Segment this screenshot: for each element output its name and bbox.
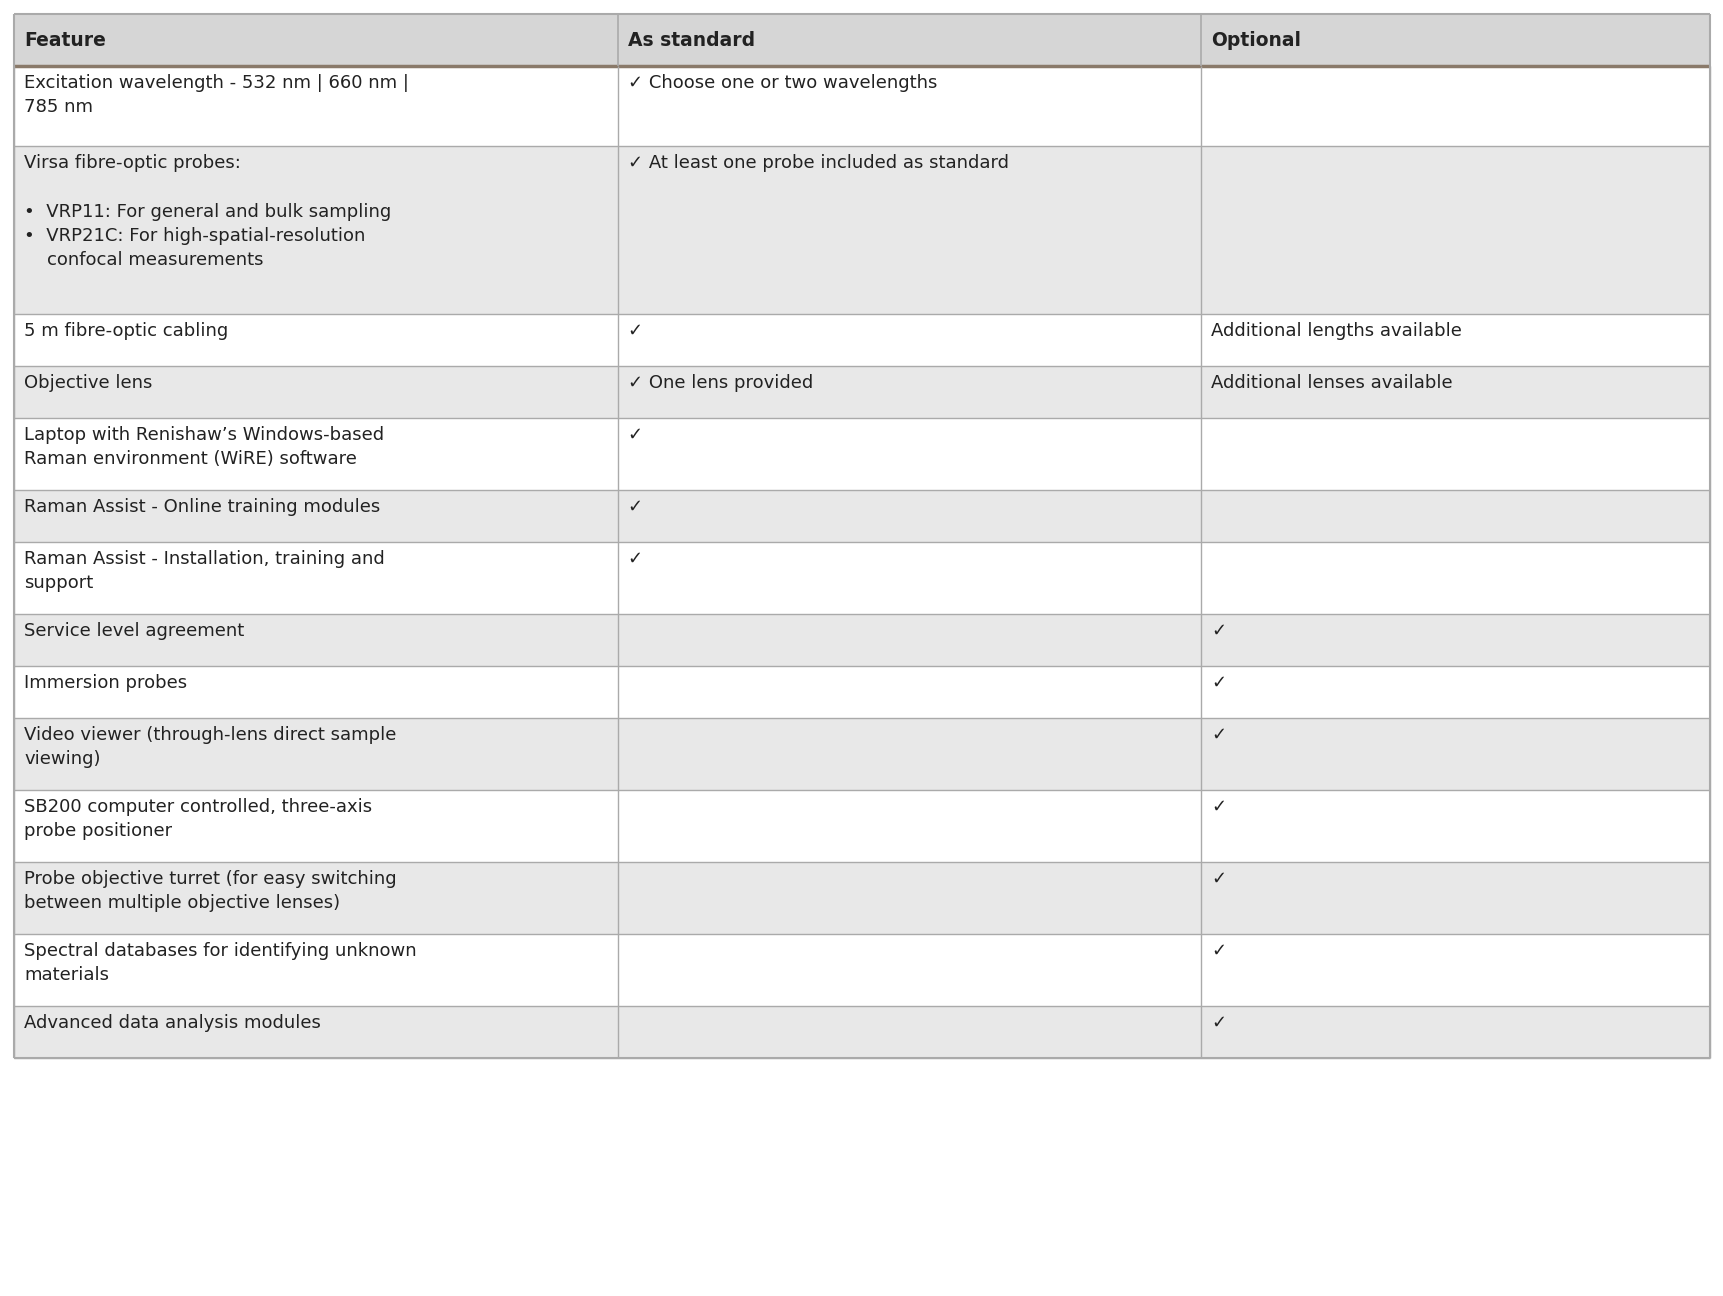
Text: ✓: ✓ [627, 550, 643, 568]
Bar [14, 314, 1709, 365]
Text: 5 m fibre-optic cabling: 5 m fibre-optic cabling [24, 321, 227, 340]
Text: Spectral databases for identifying unknown
materials: Spectral databases for identifying unkno… [24, 942, 417, 984]
Text: Advanced data analysis modules: Advanced data analysis modules [24, 1013, 320, 1032]
Text: ✓: ✓ [1211, 674, 1225, 692]
Text: ✓: ✓ [627, 498, 643, 516]
Text: Additional lenses available: Additional lenses available [1211, 375, 1452, 391]
Text: Excitation wavelength - 532 nm | 660 nm |
785 nm: Excitation wavelength - 532 nm | 660 nm … [24, 74, 408, 117]
Bar [14, 14, 1709, 66]
Text: Virsa fibre-optic probes:

•  VRP11: For general and bulk sampling
•  VRP21C: Fo: Virsa fibre-optic probes: • VRP11: For g… [24, 154, 391, 270]
Text: Additional lengths available: Additional lengths available [1211, 321, 1461, 340]
Bar [14, 365, 1709, 419]
Text: ✓ One lens provided: ✓ One lens provided [627, 375, 813, 391]
Bar [14, 666, 1709, 718]
Text: ✓ At least one probe included as standard: ✓ At least one probe included as standar… [627, 154, 1008, 172]
Text: Service level agreement: Service level agreement [24, 622, 245, 640]
Bar [14, 490, 1709, 542]
Text: Objective lens: Objective lens [24, 375, 152, 391]
Bar [14, 66, 1709, 146]
Text: ✓: ✓ [627, 321, 643, 340]
Text: ✓: ✓ [627, 426, 643, 445]
Bar [14, 1006, 1709, 1058]
Bar [14, 419, 1709, 490]
Bar [14, 791, 1709, 862]
Text: ✓: ✓ [1211, 870, 1225, 888]
Bar [14, 862, 1709, 934]
Text: SB200 computer controlled, three-axis
probe positioner: SB200 computer controlled, three-axis pr… [24, 798, 372, 840]
Text: ✓: ✓ [1211, 942, 1225, 960]
Text: Feature: Feature [24, 31, 105, 49]
Text: Immersion probes: Immersion probes [24, 674, 188, 692]
Text: Probe objective turret (for easy switching
between multiple objective lenses): Probe objective turret (for easy switchi… [24, 870, 396, 912]
Bar [14, 542, 1709, 614]
Text: ✓: ✓ [1211, 798, 1225, 816]
Text: Raman Assist - Online training modules: Raman Assist - Online training modules [24, 498, 381, 516]
Text: ✓: ✓ [1211, 726, 1225, 744]
Text: ✓: ✓ [1211, 1013, 1225, 1032]
Text: ✓: ✓ [1211, 622, 1225, 640]
Text: Raman Assist - Installation, training and
support: Raman Assist - Installation, training an… [24, 550, 384, 592]
Bar [14, 934, 1709, 1006]
Text: Laptop with Renishaw’s Windows-based
Raman environment (WiRE) software: Laptop with Renishaw’s Windows-based Ram… [24, 426, 384, 468]
Text: Optional: Optional [1211, 31, 1301, 49]
Text: ✓ Choose one or two wavelengths: ✓ Choose one or two wavelengths [627, 74, 937, 92]
Bar [14, 718, 1709, 791]
Text: As standard: As standard [627, 31, 755, 49]
Bar [14, 146, 1709, 314]
Bar [14, 614, 1709, 666]
Text: Video viewer (through-lens direct sample
viewing): Video viewer (through-lens direct sample… [24, 726, 396, 769]
